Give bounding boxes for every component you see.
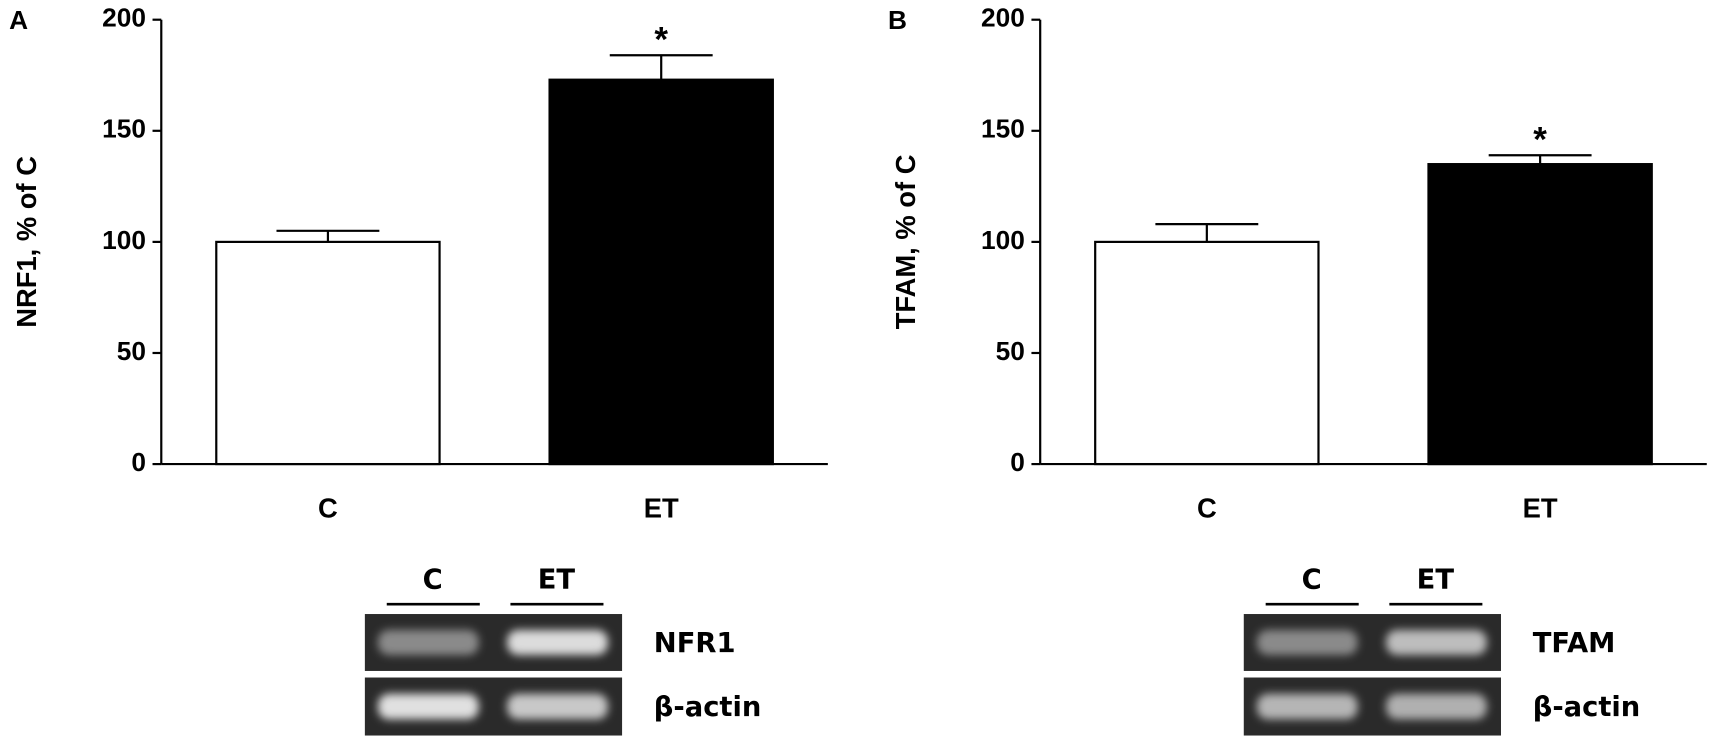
y-tick-label: 200 [102, 3, 146, 33]
y-tick-label: 0 [131, 447, 146, 477]
y-tick-label: 100 [102, 225, 146, 255]
gel-strip [1243, 614, 1501, 671]
lane-label: ET [1417, 565, 1455, 596]
band-label: TFAM [1533, 628, 1616, 659]
error-bar [1488, 154, 1592, 165]
gel-band [507, 693, 608, 720]
y-tick-label: 200 [981, 3, 1025, 33]
x-tick-label: ET [1523, 492, 1558, 523]
bar [548, 78, 774, 466]
y-tick-label: 100 [981, 225, 1025, 255]
band-label: NFR1 [654, 628, 736, 659]
gel-band [377, 629, 479, 656]
bar [1094, 240, 1320, 466]
lane-label: C [423, 565, 443, 596]
x-tick-label: ET [644, 492, 679, 523]
y-axis-label: NRF1, % of C [11, 156, 42, 328]
y-axis-label: TFAM, % of C [890, 154, 921, 329]
band-label: β-actin [1533, 692, 1641, 723]
y-tick-label: 0 [1010, 447, 1025, 477]
gel-band [1256, 693, 1358, 720]
error-bar [276, 229, 380, 242]
x-tick-label: C [1197, 492, 1217, 523]
gel-strip [1243, 677, 1501, 736]
significance-mark: * [1533, 120, 1547, 159]
bar [1427, 163, 1653, 466]
lane-label: ET [538, 565, 576, 596]
significance-mark: * [654, 20, 668, 59]
bar [215, 240, 441, 466]
y-tick-label: 150 [981, 114, 1025, 144]
error-bar [1155, 223, 1259, 242]
gel-strip [364, 614, 623, 671]
error-bar [609, 54, 713, 80]
gel-band [1256, 629, 1358, 656]
gel-strip [364, 677, 623, 736]
y-tick-label: 50 [117, 336, 146, 366]
band-label: β-actin [654, 692, 762, 723]
y-tick-label: 150 [102, 114, 146, 144]
lane-label: C [1302, 565, 1322, 596]
gel-band [1386, 693, 1487, 720]
panel-label: B [888, 5, 907, 35]
gel-band [507, 629, 608, 656]
y-tick-label: 50 [996, 336, 1025, 366]
x-tick-label: C [318, 492, 338, 523]
gel-band [377, 693, 479, 720]
gel-band [1386, 629, 1487, 656]
panel-label: A [9, 5, 28, 35]
